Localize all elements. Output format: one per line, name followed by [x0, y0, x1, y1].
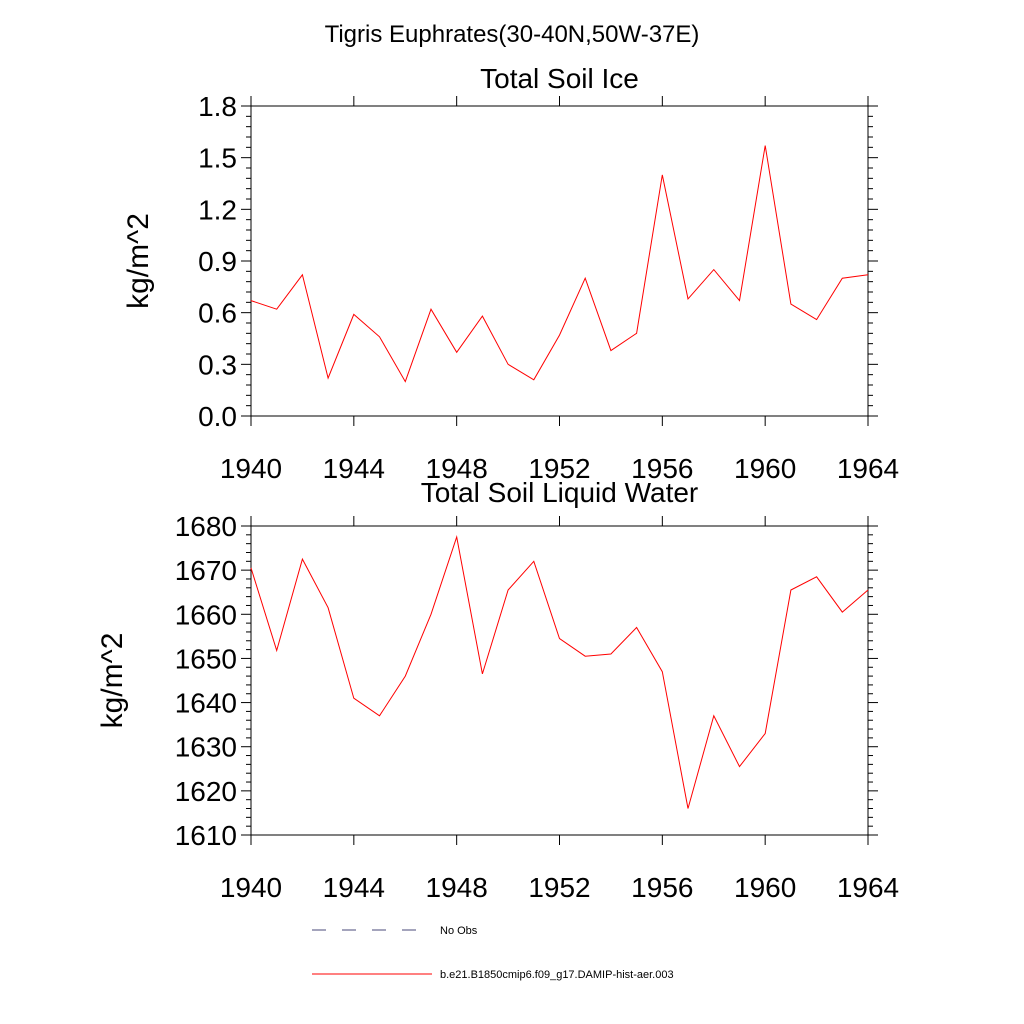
- y-tick-label: 0.9: [198, 246, 237, 277]
- legend-model-label: b.e21.B1850cmip6.f09_g17.DAMIP-hist-aer.…: [440, 969, 674, 981]
- data-point: [662, 174, 664, 176]
- y-tick-label: 1.8: [198, 91, 237, 122]
- data-point: [584, 655, 586, 657]
- series-line: [250, 145, 869, 383]
- y-tick-label: 1.5: [198, 143, 237, 174]
- data-point: [867, 274, 869, 276]
- y-tick-label: 1670: [175, 555, 237, 586]
- plot-frame: [250, 105, 869, 417]
- data-point: [533, 379, 535, 381]
- data-point: [276, 308, 278, 310]
- y-tick-label: 1640: [175, 688, 237, 719]
- x-tick-label: 1944: [323, 872, 385, 903]
- x-tick-label: 1940: [220, 872, 282, 903]
- data-point: [482, 673, 484, 675]
- data-point: [636, 333, 638, 335]
- x-tick-label: 1964: [837, 453, 899, 484]
- y-tick-label: 1610: [175, 820, 237, 851]
- data-point: [404, 381, 406, 383]
- data-point: [610, 350, 612, 352]
- y-tick-label: 1660: [175, 599, 237, 630]
- data-point: [764, 733, 766, 735]
- data-point: [662, 671, 664, 673]
- y-tick-label: 0.0: [198, 401, 237, 432]
- data-point: [456, 536, 458, 538]
- data-point: [610, 653, 612, 655]
- x-tick-label: 1952: [528, 872, 590, 903]
- data-point: [327, 377, 329, 379]
- data-point: [353, 314, 355, 316]
- data-point: [739, 300, 741, 302]
- data-point: [790, 303, 792, 305]
- data-point: [687, 808, 689, 810]
- x-tick-label: 1960: [734, 453, 796, 484]
- x-tick-label: 1944: [323, 453, 385, 484]
- data-point: [687, 298, 689, 300]
- data-point: [507, 589, 509, 591]
- data-point: [559, 334, 561, 336]
- data-point: [841, 611, 843, 613]
- x-tick-label: 1960: [734, 872, 796, 903]
- y-tick-label: 1.2: [198, 194, 237, 225]
- data-point: [456, 351, 458, 353]
- data-point: [379, 336, 381, 338]
- data-point: [739, 766, 741, 768]
- data-point: [327, 607, 329, 609]
- x-tick-label: 1952: [528, 453, 590, 484]
- data-point: [533, 561, 535, 563]
- x-tick-label: 1956: [631, 453, 693, 484]
- chart-title: Total Soil Ice: [480, 63, 639, 94]
- y-tick-label: 0.3: [198, 349, 237, 380]
- data-point: [713, 269, 715, 271]
- y-tick-label: 1620: [175, 776, 237, 807]
- data-point: [636, 627, 638, 629]
- series-line: [250, 535, 869, 809]
- figure-title: Tigris Euphrates(30-40N,50W-37E): [325, 21, 700, 48]
- plot-frame: [250, 525, 869, 836]
- data-point: [482, 315, 484, 317]
- data-point: [430, 308, 432, 310]
- x-tick-label: 1964: [837, 872, 899, 903]
- data-point: [302, 558, 304, 560]
- panel-total-soil-liquid-water: Total Soil Liquid Water kg/m^2 1610 1620 163…: [96, 477, 899, 903]
- data-point: [430, 613, 432, 615]
- data-point: [404, 675, 406, 677]
- data-point: [867, 589, 869, 591]
- data-point: [507, 364, 509, 366]
- panel-total-soil-ice: Total Soil Ice kg/m^2 0.0 0.3 0.6 0.9 1.2 1.5 1.…: [122, 63, 899, 484]
- x-tick-label: 1948: [426, 872, 488, 903]
- data-point: [276, 650, 278, 652]
- chart-title: Total Soil Liquid Water: [421, 477, 699, 508]
- data-point: [841, 277, 843, 279]
- y-tick-label: 1680: [175, 511, 237, 542]
- y-axis-label: kg/m^2: [122, 213, 155, 309]
- y-tick-label: 1650: [175, 643, 237, 674]
- x-tick-label: 1940: [220, 453, 282, 484]
- x-tick-label: 1948: [426, 453, 488, 484]
- data-point: [713, 715, 715, 717]
- y-tick-label: 0.6: [198, 298, 237, 329]
- data-point: [250, 567, 252, 569]
- data-point: [584, 277, 586, 279]
- data-point: [790, 589, 792, 591]
- data-point: [379, 715, 381, 717]
- data-point: [353, 697, 355, 699]
- x-tick-label: 1956: [631, 872, 693, 903]
- data-point: [816, 576, 818, 578]
- y-axis-label: kg/m^2: [96, 633, 129, 729]
- data-point: [816, 319, 818, 321]
- data-point: [250, 300, 252, 302]
- legend: No Obs b.e21.B1850cmip6.f09_g17.DAMIP-hi…: [312, 925, 674, 981]
- data-point: [764, 145, 766, 147]
- y-tick-label: 1630: [175, 732, 237, 763]
- data-point: [559, 638, 561, 640]
- legend-no-obs-label: No Obs: [440, 925, 478, 937]
- data-point: [302, 274, 304, 276]
